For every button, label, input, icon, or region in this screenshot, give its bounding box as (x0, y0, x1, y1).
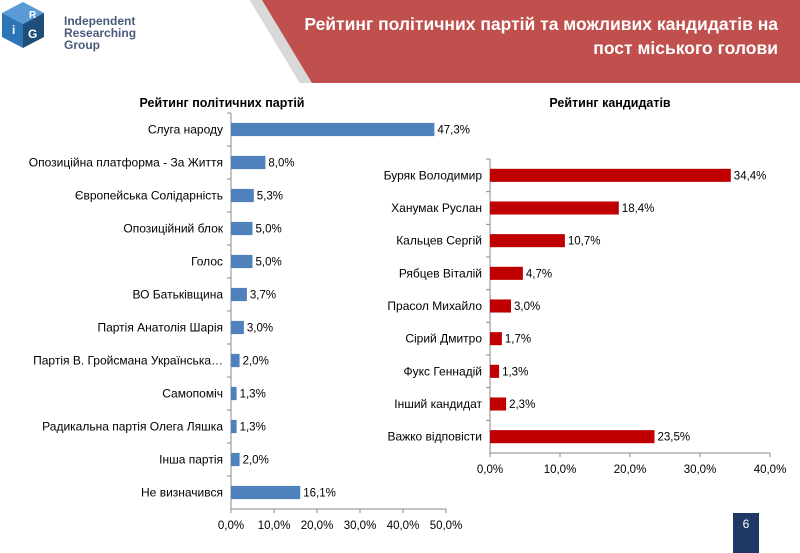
candidate-category-label-8: Важко відповісти (387, 430, 482, 444)
party-data-label-0: 47,3% (437, 125, 470, 137)
candidate-category-label-5: Сірий Дмитро (405, 332, 482, 346)
party-data-label-1: 8,0% (268, 158, 294, 170)
party-bar-1 (231, 155, 266, 170)
page-title-line-1: Рейтинг політичних партій та можливих ка… (304, 14, 778, 34)
candidate-bar-5 (490, 332, 502, 346)
party-data-label-2: 5,3% (257, 191, 283, 203)
party-category-label-5: ВО Батьківщина (133, 288, 224, 302)
logo-line-1: Independent (64, 14, 136, 28)
party-data-label-3: 5,0% (256, 224, 282, 236)
candidate-bar-0 (490, 168, 731, 182)
party-bar-3 (231, 221, 253, 236)
party-chart-title: Рейтинг політичних партій (140, 96, 305, 110)
party-x-tick-label-2: 20,0% (301, 520, 334, 532)
candidate-data-label-3: 4,7% (526, 268, 552, 280)
party-bar-7 (231, 353, 240, 368)
party-data-label-4: 5,0% (256, 257, 282, 269)
header: i R G Independent Researching Group Рейт… (0, 0, 800, 83)
logo-letter-i: i (12, 23, 15, 37)
candidate-bar-1 (490, 201, 619, 215)
party-bar-11 (231, 485, 301, 500)
party-x-tick-label-4: 40,0% (387, 520, 420, 532)
party-bar-9 (231, 419, 237, 434)
party-data-label-7: 2,0% (243, 356, 269, 368)
party-category-label-8: Самопоміч (162, 387, 223, 401)
party-category-label-11: Не визначився (141, 486, 223, 500)
candidate-category-label-6: Фукс Геннадій (403, 364, 482, 378)
logo-line-2: Researching (64, 26, 137, 40)
logo-text: Independent Researching Group (64, 15, 184, 51)
party-data-label-11: 16,1% (303, 488, 336, 500)
candidate-chart-title: Рейтинг кандидатів (549, 96, 671, 110)
party-category-label-10: Інша партія (159, 453, 223, 467)
party-bar-5 (231, 287, 247, 302)
party-bar-2 (231, 188, 254, 203)
candidate-category-label-3: Рябцев Віталій (399, 266, 482, 280)
candidate-category-label-1: Ханумак Руслан (391, 201, 482, 215)
page-title: Рейтинг політичних партій та можливих ка… (258, 12, 778, 60)
candidate-x-tick-label-1: 10,0% (544, 464, 577, 476)
candidate-bar-3 (490, 266, 523, 280)
party-x-tick-label-5: 50,0% (430, 520, 463, 532)
party-data-label-6: 3,0% (247, 323, 273, 335)
candidate-data-label-8: 23,5% (658, 432, 691, 444)
party-rating-chart: Рейтинг політичних партій Слуга народу 47… (29, 96, 470, 532)
candidate-data-label-0: 34,4% (734, 170, 767, 182)
party-category-label-3: Опозиційний блок (123, 222, 223, 236)
candidate-category-label-4: Прасол Михайло (387, 299, 482, 313)
candidate-data-label-6: 1,3% (502, 366, 528, 378)
candidate-x-tick-label-2: 20,0% (614, 464, 647, 476)
charts-area: Рейтинг політичних партій Слуга народу 47… (29, 96, 787, 532)
party-category-label-7: Партія В. Гройсмана Українська… (33, 354, 223, 368)
candidate-bar-7 (490, 397, 507, 411)
party-category-label-9: Радикальна партія Олега Ляшка (42, 420, 223, 434)
logo-letter-g: G (28, 27, 37, 41)
party-data-label-9: 1,3% (240, 422, 266, 434)
candidate-rating-chart: Рейтинг кандидатів Буряк Володимир 34,4% Х… (384, 96, 787, 476)
candidate-bar-8 (490, 430, 655, 444)
header-band (250, 0, 800, 83)
logo-letter-r: R (29, 10, 37, 21)
party-bar-10 (231, 452, 240, 467)
candidate-bar-6 (490, 364, 500, 378)
candidate-data-label-1: 18,4% (622, 203, 655, 215)
party-x-tick-label-1: 10,0% (258, 520, 291, 532)
candidate-data-label-7: 2,3% (509, 399, 535, 411)
logo-icon: i R G (2, 2, 44, 48)
candidate-category-label-2: Кальцев Сергій (396, 234, 482, 248)
party-category-label-2: Європейська Солідарність (75, 189, 223, 203)
party-data-label-10: 2,0% (243, 455, 269, 467)
candidate-data-label-5: 1,7% (505, 334, 531, 346)
page-title-line-2: пост міського голови (593, 38, 778, 58)
party-category-label-4: Голос (191, 255, 223, 269)
logo-line-3: Group (64, 38, 100, 52)
candidate-category-label-7: Інший кандидат (394, 397, 482, 411)
party-x-tick-label-3: 30,0% (344, 520, 377, 532)
candidate-bar-4 (490, 299, 511, 313)
party-bar-8 (231, 386, 237, 401)
party-data-label-5: 3,7% (250, 290, 276, 302)
party-category-label-0: Слуга народу (148, 123, 223, 137)
party-category-label-6: Партія Анатолія Шарія (97, 321, 223, 335)
party-bar-6 (231, 320, 244, 335)
candidate-x-tick-label-3: 30,0% (684, 464, 717, 476)
party-category-label-1: Опозиційна платформа - За Життя (29, 156, 223, 170)
party-data-label-8: 1,3% (240, 389, 266, 401)
party-bar-4 (231, 254, 253, 269)
party-x-tick-label-0: 0,0% (218, 520, 244, 532)
candidate-category-label-0: Буряк Володимир (384, 168, 483, 182)
candidate-x-tick-label-0: 0,0% (477, 464, 503, 476)
page-number: 6 (733, 513, 759, 553)
candidate-x-tick-label-4: 40,0% (754, 464, 787, 476)
party-bar-0 (231, 122, 435, 137)
candidate-data-label-4: 3,0% (514, 301, 540, 313)
candidate-data-label-2: 10,7% (568, 236, 601, 248)
candidate-bar-2 (490, 234, 565, 248)
